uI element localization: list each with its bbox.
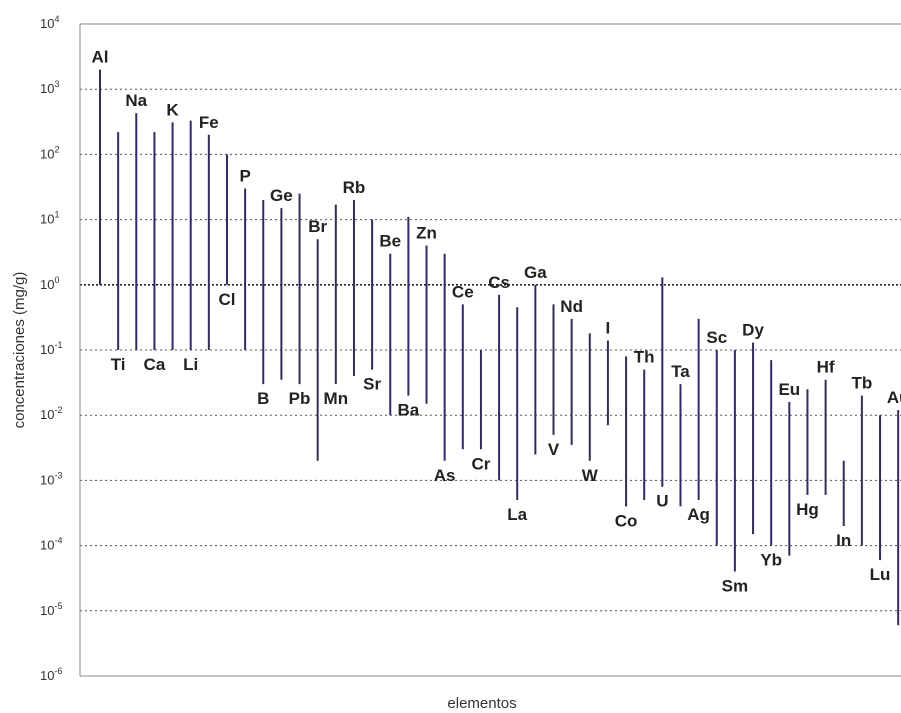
element-label-na: Na — [125, 91, 147, 110]
element-label-k: K — [166, 100, 179, 119]
element-label-be: Be — [379, 232, 401, 251]
element-label-w: W — [582, 466, 599, 485]
y-tick-label: 10-3 — [40, 470, 62, 487]
y-axis-title: concentraciones (mg/g) — [11, 272, 28, 429]
element-label-co: Co — [615, 511, 638, 530]
element-label-ba: Ba — [398, 401, 420, 420]
y-tick-label: 10-6 — [40, 666, 62, 683]
grid-lines — [80, 88, 901, 612]
y-tick-label: 102 — [40, 144, 59, 161]
range-bars — [99, 69, 900, 626]
element-label-b: B — [257, 389, 269, 408]
element-label-cs: Cs — [488, 273, 510, 292]
element-label-v: V — [548, 440, 560, 459]
element-label-yb: Yb — [760, 551, 782, 570]
element-label-as: As — [434, 466, 456, 485]
element-label-in: In — [836, 531, 851, 550]
element-label-au: Au — [887, 388, 901, 407]
y-tick-label: 104 — [40, 14, 59, 31]
element-label-zn: Zn — [416, 224, 437, 243]
element-label-ti: Ti — [111, 355, 126, 374]
element-label-ga: Ga — [524, 263, 547, 282]
element-label-dy: Dy — [742, 321, 764, 340]
y-tick-label: 10-1 — [40, 340, 62, 357]
element-label-li: Li — [183, 355, 198, 374]
element-label-th: Th — [634, 348, 655, 367]
element-label-pb: Pb — [289, 389, 311, 408]
element-label-fe: Fe — [199, 113, 219, 132]
y-tick-label: 101 — [40, 210, 59, 227]
x-axis-title: elementos — [447, 695, 516, 712]
element-label-la: La — [507, 505, 527, 524]
y-tick-label: 100 — [40, 275, 59, 292]
element-label-p: P — [239, 166, 250, 185]
element-label-al: Al — [92, 48, 109, 67]
y-tick-label: 10-5 — [40, 601, 62, 618]
element-label-cl: Cl — [218, 290, 235, 309]
element-label-sc: Sc — [706, 328, 727, 347]
element-label-i: I — [606, 318, 611, 337]
element-label-cr: Cr — [471, 454, 490, 473]
element-label-mn: Mn — [324, 389, 349, 408]
element-label-ag: Ag — [687, 505, 710, 524]
element-label-ge: Ge — [270, 186, 293, 205]
element-label-hf: Hf — [817, 358, 835, 377]
element-label-ca: Ca — [144, 355, 166, 374]
element-label-sm: Sm — [722, 577, 748, 596]
y-tick-label: 10-4 — [40, 536, 62, 553]
element-label-u: U — [656, 492, 668, 511]
element-label-eu: Eu — [778, 380, 800, 399]
axes — [79, 23, 901, 677]
element-label-sr: Sr — [363, 375, 381, 394]
y-tick-label: 103 — [40, 79, 59, 96]
element-label-ce: Ce — [452, 282, 474, 301]
element-label-lu: Lu — [870, 565, 891, 584]
element-label-tb: Tb — [851, 374, 872, 393]
element-label-ta: Ta — [671, 362, 690, 381]
element-label-nd: Nd — [560, 297, 583, 316]
y-tick-label: 10-2 — [40, 405, 62, 422]
element-label-hg: Hg — [796, 500, 819, 519]
element-labels: Al Ti Na Ca K Li Fe Cl P B Ge Pb Br Mn Rb Sr Be Ba Zn As Ce C… — [92, 48, 901, 596]
element-label-rb: Rb — [343, 178, 366, 197]
element-label-br: Br — [308, 217, 327, 236]
y-tick-labels: 104 103 102 101 100 10-1 10-2 10-3 10-4 10-5 10-6 — [40, 14, 62, 683]
